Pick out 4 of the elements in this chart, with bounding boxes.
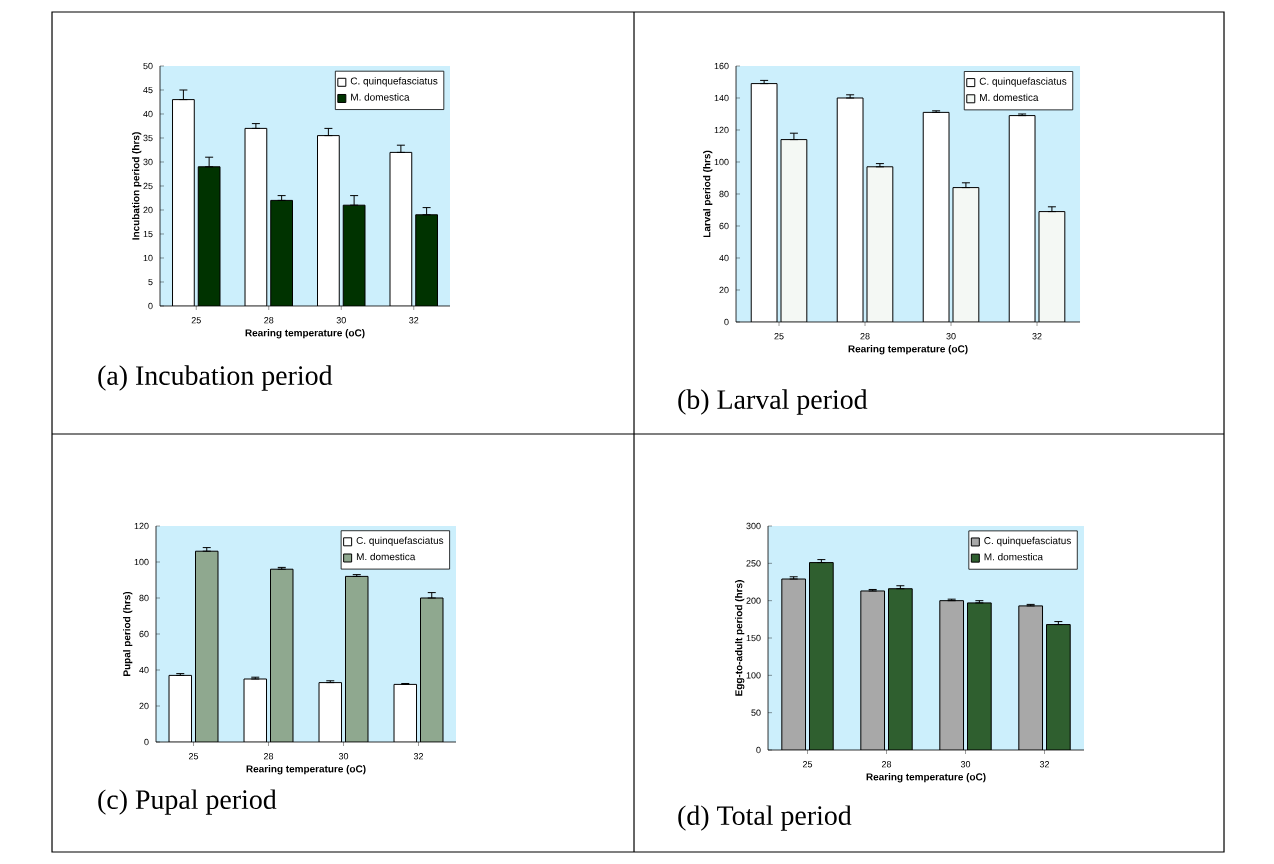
text: (d) Total period: [678, 805, 852, 831]
text: (a) Incubation period: [98, 365, 333, 391]
text: (b) Larval period: [678, 389, 868, 415]
text: (c) Pupal period: [98, 789, 277, 815]
